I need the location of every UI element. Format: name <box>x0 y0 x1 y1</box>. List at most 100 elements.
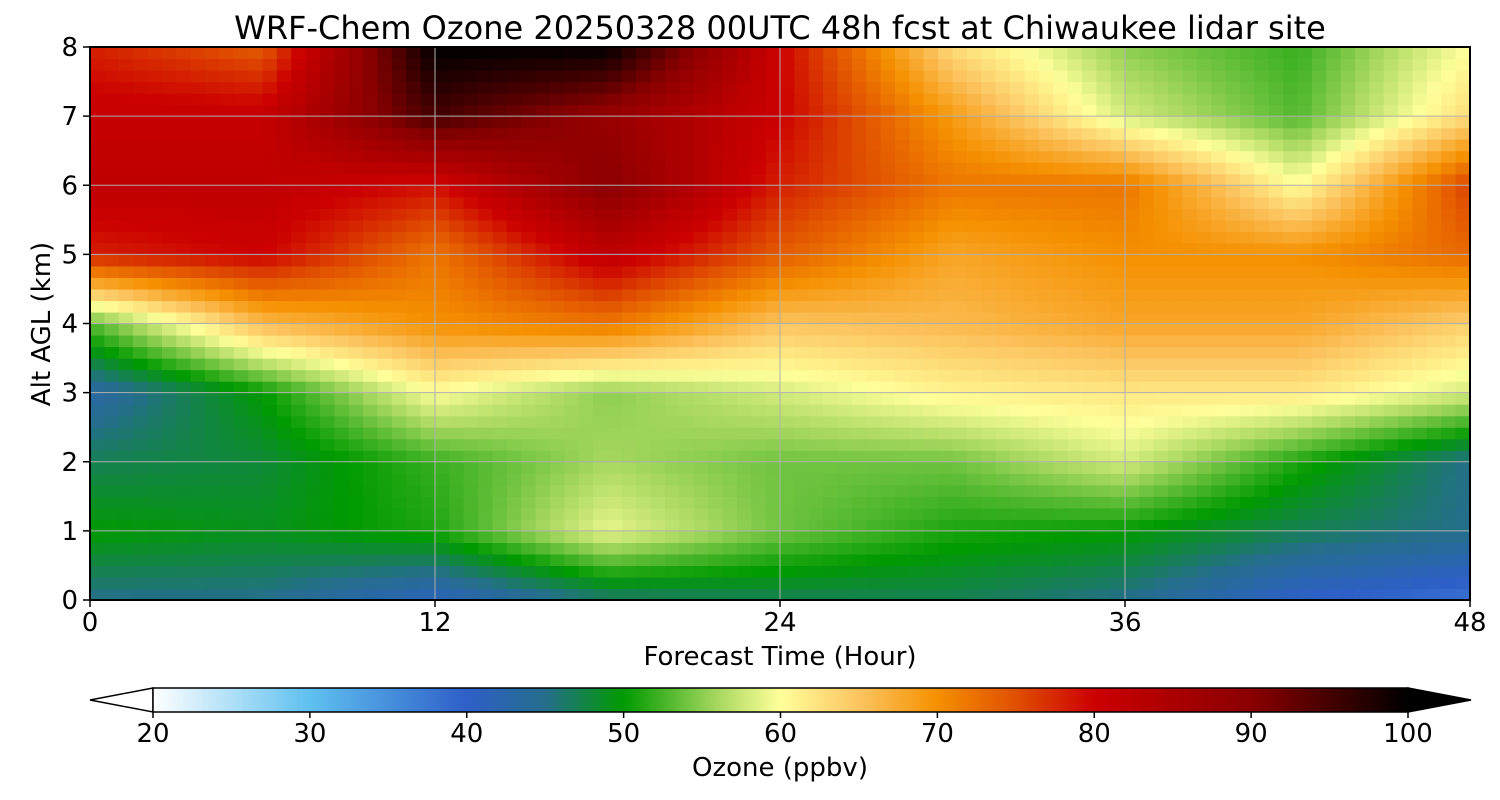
heatmap-cell <box>1125 507 1140 520</box>
heatmap-cell <box>176 116 192 129</box>
heatmap-cell <box>866 311 882 325</box>
heatmap-cell <box>1283 346 1299 359</box>
heatmap-cell <box>535 231 551 244</box>
heatmap-cell <box>636 369 652 382</box>
heatmap-cell <box>248 162 264 175</box>
heatmap-cell <box>1412 358 1428 371</box>
heatmap-cell <box>593 58 609 71</box>
colorbar: 20 30 40 50 60 70 80 90 100 <box>89 687 1472 749</box>
heatmap-cell <box>1426 288 1442 302</box>
heatmap-cell <box>938 288 954 302</box>
heatmap-cell <box>219 162 235 175</box>
heatmap-cell <box>866 369 882 382</box>
heatmap-cell <box>147 116 163 129</box>
heatmap-cell <box>693 369 709 382</box>
heatmap-cell <box>1081 323 1097 336</box>
heatmap-cell <box>334 254 350 267</box>
heatmap-cell <box>1139 219 1155 232</box>
heatmap-cell <box>205 335 220 348</box>
heatmap-cell <box>1240 139 1255 152</box>
heatmap-cell <box>176 381 192 394</box>
heatmap-cell <box>837 70 853 83</box>
heatmap-cell <box>1283 427 1299 440</box>
heatmap-cell <box>780 219 795 232</box>
heatmap-cell <box>966 369 982 382</box>
heatmap-cell <box>1398 496 1414 509</box>
heatmap-cell <box>1383 127 1399 140</box>
heatmap-cell <box>823 93 839 106</box>
heatmap-cell <box>995 427 1011 440</box>
heatmap-cell <box>492 473 508 486</box>
heatmap-cell <box>449 47 465 60</box>
heatmap-cell <box>1038 242 1054 255</box>
heatmap-cell <box>722 139 738 152</box>
heatmap-cell <box>233 438 249 451</box>
heatmap-cell <box>420 208 436 221</box>
heatmap-cell <box>1038 369 1054 382</box>
heatmap-cell <box>780 254 795 267</box>
heatmap-cell <box>650 277 666 290</box>
heatmap-cell <box>981 565 997 578</box>
heatmap-cell <box>248 300 264 313</box>
heatmap-cell <box>1024 473 1040 486</box>
heatmap-cell <box>1053 473 1069 486</box>
heatmap-cell <box>1211 81 1227 94</box>
heatmap-cell <box>952 507 968 520</box>
heatmap-cell <box>133 185 149 198</box>
heatmap-cell <box>1196 58 1212 71</box>
heatmap-cell <box>1426 185 1442 198</box>
heatmap-cell <box>1081 358 1097 371</box>
heatmap-cell <box>621 254 637 267</box>
heatmap-cell <box>1283 438 1299 451</box>
heatmap-cell <box>1311 265 1327 279</box>
heatmap-cell <box>1326 588 1342 600</box>
heatmap-cell <box>205 415 220 428</box>
heatmap-cell <box>1110 127 1126 140</box>
heatmap-cell <box>190 519 206 532</box>
heatmap-cell <box>90 93 105 106</box>
heatmap-cell <box>348 254 364 267</box>
heatmap-cell <box>1067 93 1083 106</box>
heatmap-cell <box>650 404 666 417</box>
heatmap-cell <box>176 265 192 279</box>
heatmap-cell <box>305 311 321 325</box>
heatmap-cell <box>1182 185 1198 198</box>
heatmap-cell <box>1024 81 1040 94</box>
heatmap-cell <box>248 392 264 405</box>
heatmap-cell <box>995 116 1011 129</box>
heatmap-cell <box>1139 116 1155 129</box>
heatmap-cell <box>1010 231 1025 244</box>
heatmap-cell <box>1168 404 1184 417</box>
heatmap-cell <box>521 404 537 417</box>
heatmap-cell <box>1211 427 1227 440</box>
heatmap-cell <box>190 196 206 209</box>
heatmap-cell <box>1426 576 1442 590</box>
heatmap-cell <box>1311 484 1327 497</box>
heatmap-cell <box>650 150 666 163</box>
heatmap-cell <box>391 576 407 590</box>
heatmap-cell <box>291 116 307 129</box>
heatmap-cell <box>564 473 580 486</box>
heatmap-cell <box>1225 450 1241 463</box>
heatmap-cell <box>909 93 925 106</box>
heatmap-cell <box>1024 565 1040 578</box>
heatmap-cell <box>478 300 494 313</box>
heatmap-cell <box>190 104 206 117</box>
heatmap-cell <box>90 300 105 313</box>
heatmap-cell <box>435 519 450 532</box>
heatmap-cell <box>190 265 206 279</box>
heatmap-cell <box>1024 553 1040 567</box>
heatmap-cell <box>708 277 724 290</box>
heatmap-cell <box>1225 196 1241 209</box>
heatmap-cell <box>607 58 623 71</box>
heatmap-cell <box>320 519 335 532</box>
heatmap-cell <box>348 81 364 94</box>
heatmap-cell <box>679 104 695 117</box>
heatmap-cell <box>90 335 105 348</box>
heatmap-cell <box>765 381 781 394</box>
heatmap-cell <box>90 496 105 509</box>
heatmap-cell <box>1311 150 1327 163</box>
heatmap-cell <box>391 473 407 486</box>
heatmap-cell <box>708 139 724 152</box>
heatmap-cell <box>938 473 954 486</box>
